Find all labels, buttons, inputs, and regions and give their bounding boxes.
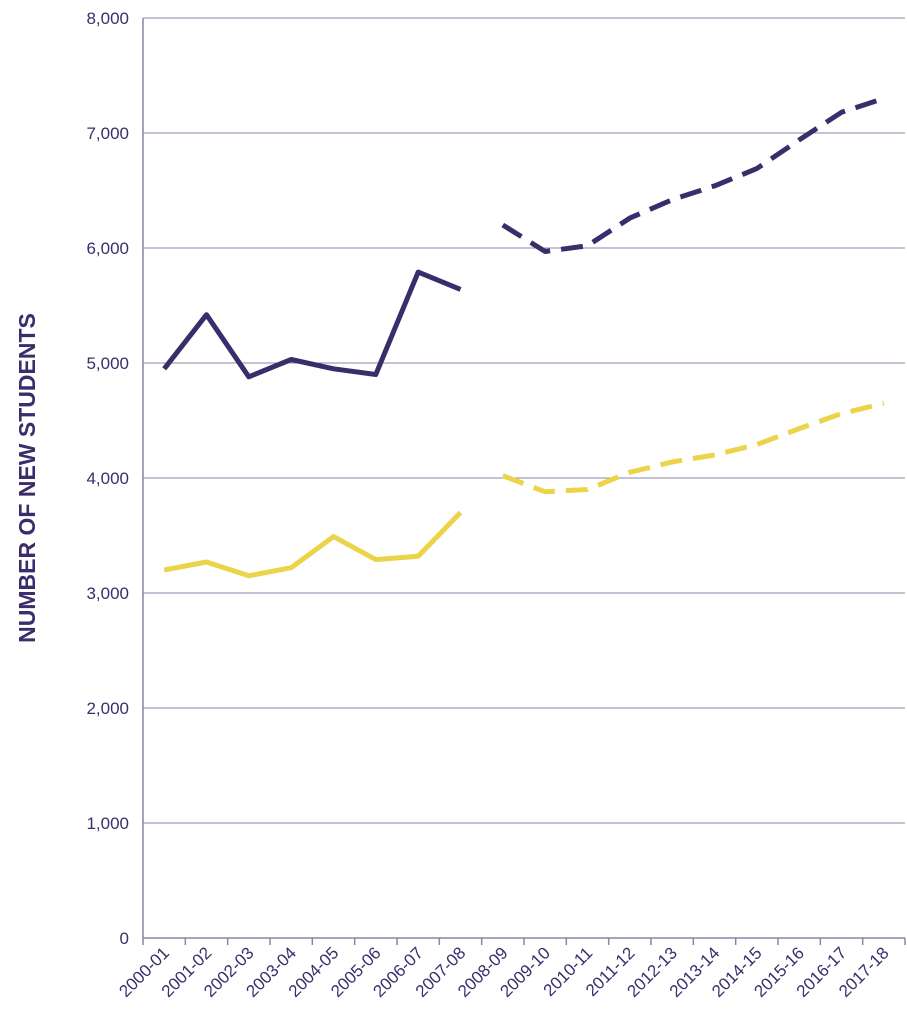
y-tick-label: 3,000 <box>86 584 129 603</box>
series-line-3 <box>163 510 463 579</box>
y-tick-label: 6,000 <box>86 239 129 258</box>
y-tick-label: 8,000 <box>86 9 129 28</box>
y-tick-label: 1,000 <box>86 814 129 833</box>
y-tick-label: 7,000 <box>86 124 129 143</box>
series-line-4 <box>501 400 885 495</box>
series-line-1 <box>162 269 462 380</box>
y-tick-label: 5,000 <box>86 354 129 373</box>
series-lines <box>162 96 885 579</box>
series-line-2 <box>501 96 885 254</box>
y-tick-label: 4,000 <box>86 469 129 488</box>
axes <box>142 18 906 945</box>
gridlines <box>143 17 905 824</box>
y-axis-label: NUMBER OF NEW STUDENTS <box>14 313 40 643</box>
y-tick-label: 2,000 <box>86 699 129 718</box>
y-tick-label: 0 <box>120 929 129 948</box>
